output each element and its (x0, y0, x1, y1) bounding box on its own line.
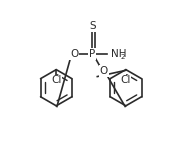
Text: NH: NH (111, 49, 126, 59)
Text: Cl: Cl (51, 75, 61, 85)
Text: P: P (89, 49, 96, 59)
Text: 2: 2 (121, 54, 125, 60)
Text: Cl: Cl (121, 75, 131, 85)
Text: O: O (70, 49, 78, 59)
Text: O: O (99, 66, 108, 76)
Text: S: S (89, 21, 96, 31)
